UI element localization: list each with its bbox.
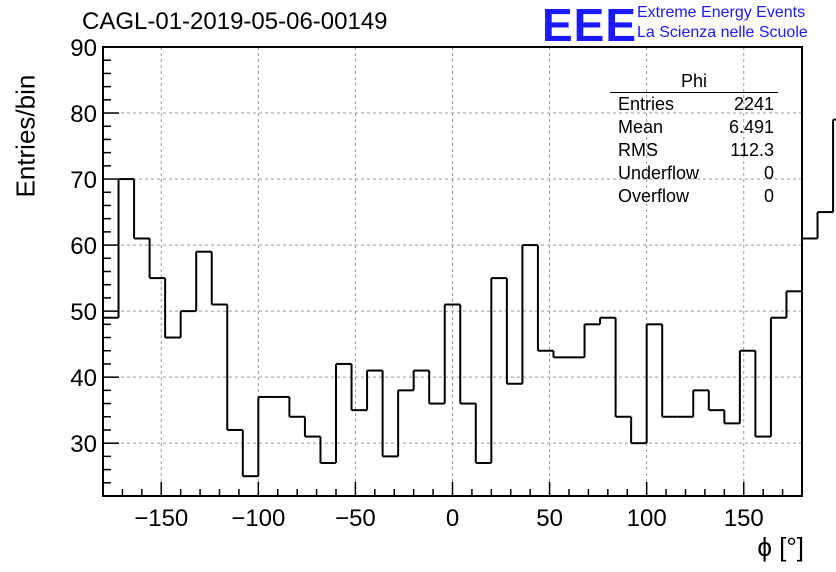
y-tick-label: 70 bbox=[70, 167, 97, 194]
x-tick-label: −150 bbox=[134, 505, 188, 532]
stats-label: Overflow bbox=[618, 186, 690, 206]
stats-row-rms: RMS 112.3 bbox=[610, 139, 778, 162]
stats-row-overflow: Overflow 0 bbox=[610, 185, 778, 208]
chart-title: CAGL-01-2019-05-06-00149 bbox=[82, 8, 388, 35]
y-tick-label: 40 bbox=[70, 365, 97, 392]
x-tick-label: 50 bbox=[536, 505, 563, 532]
y-tick-label: 50 bbox=[70, 299, 97, 326]
stats-label: Mean bbox=[618, 117, 664, 137]
x-tick-label: −100 bbox=[231, 505, 285, 532]
stats-row-underflow: Underflow 0 bbox=[610, 162, 778, 185]
stats-label: RMS bbox=[618, 140, 658, 160]
x-tick-label: 100 bbox=[627, 505, 667, 532]
stats-title: Phi bbox=[610, 70, 778, 93]
stats-value: 6.491 bbox=[728, 117, 774, 137]
stats-value: 2241 bbox=[733, 94, 774, 114]
logo-line-2: La Scienza nelle Scuole bbox=[637, 24, 808, 41]
stats-row-entries: Entries 2241 bbox=[610, 93, 778, 116]
y-tick-label: 60 bbox=[70, 233, 97, 260]
stats-value: 0 bbox=[763, 186, 774, 206]
stats-row-mean: Mean 6.491 bbox=[610, 116, 778, 139]
x-tick-label: 150 bbox=[724, 505, 764, 532]
y-axis-label: Entries/bin bbox=[10, 74, 41, 198]
y-tick-label: 90 bbox=[70, 35, 97, 62]
stats-box: Phi Entries 2241 Mean 6.491 RMS 112.3 Un… bbox=[610, 70, 778, 208]
logo-line-1: Extreme Energy Events bbox=[637, 4, 806, 21]
eee-logo-mark: EEE bbox=[542, 0, 638, 51]
y-tick-label: 30 bbox=[70, 431, 97, 458]
x-tick-label: 0 bbox=[446, 505, 459, 532]
x-tick-label: −50 bbox=[335, 505, 376, 532]
stats-label: Underflow bbox=[618, 163, 700, 183]
stats-label: Entries bbox=[618, 94, 675, 114]
x-axis-label: ϕ [°] bbox=[757, 532, 804, 562]
stats-value: 112.3 bbox=[730, 140, 774, 160]
y-tick-label: 80 bbox=[70, 101, 97, 128]
stats-value: 0 bbox=[763, 163, 774, 183]
